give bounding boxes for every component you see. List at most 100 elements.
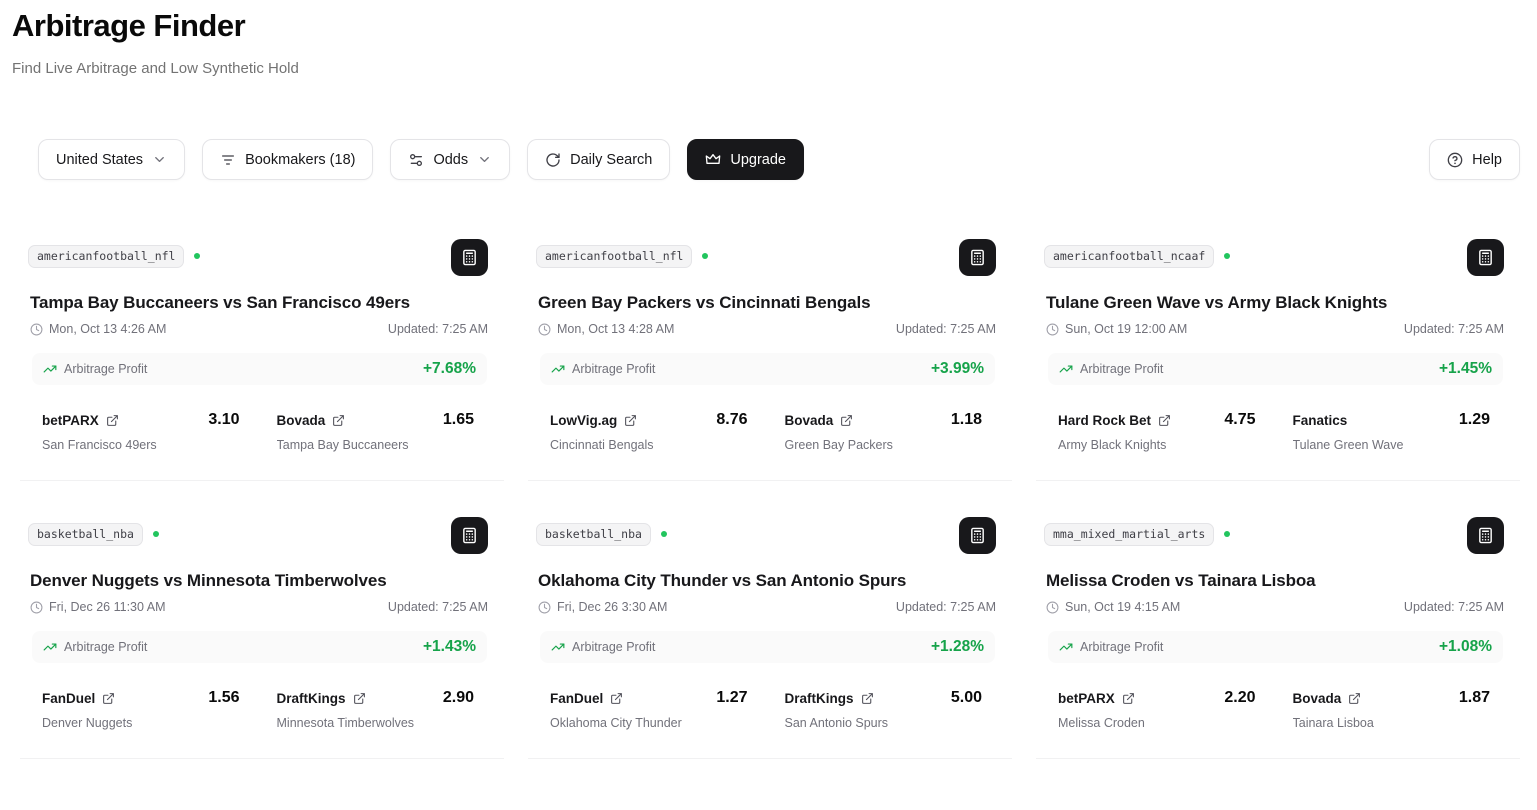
calculator-icon — [1477, 249, 1494, 266]
region-select-label: United States — [56, 151, 144, 168]
bookmaker-link[interactable]: DraftKings — [277, 691, 366, 706]
odds-value: 8.76 — [716, 411, 748, 428]
team-name: Cincinnati Bengals — [550, 438, 654, 452]
match-title: Oklahoma City Thunder vs San Antonio Spu… — [538, 571, 907, 590]
sport-badge-wrap: basketball_nba — [536, 523, 667, 546]
bet-legs: LowVig.ag 8.76 Cincinnati Bengals Bovada… — [550, 411, 982, 452]
live-dot — [660, 531, 667, 538]
bookmaker-link[interactable]: Bovada — [1293, 691, 1362, 706]
trending-up-icon — [43, 640, 57, 654]
bookmaker-link[interactable]: DraftKings — [785, 691, 874, 706]
clock-icon — [538, 323, 551, 336]
match-title: Denver Nuggets vs Minnesota Timberwolves — [30, 571, 387, 590]
team-name: San Antonio Spurs — [784, 716, 889, 730]
bookmaker-link[interactable]: Fanatics — [1293, 413, 1348, 428]
updated-time: Updated: 7:25 AM — [1403, 322, 1504, 336]
updated-time: Updated: 7:25 AM — [387, 322, 488, 336]
live-dot — [1224, 531, 1231, 538]
card-meta: Sun, Oct 19 12:00 AM Updated: 7:25 AM — [1046, 322, 1504, 336]
bet-leg: Bovada 1.87 Tainara Lisboa — [1293, 689, 1491, 730]
odds-value: 3.10 — [208, 411, 240, 428]
external-link-icon — [332, 414, 345, 427]
clock-icon — [538, 601, 551, 614]
odds-value: 1.27 — [716, 689, 748, 706]
bookmaker-link[interactable]: LowVig.ag — [550, 413, 637, 428]
upgrade-button-label: Upgrade — [730, 151, 786, 168]
calculator-button[interactable] — [1467, 239, 1504, 276]
bet-leg: FanDuel 1.27 Oklahoma City Thunder — [550, 689, 748, 730]
chevron-down-icon — [477, 152, 492, 167]
bookmaker-link[interactable]: betPARX — [1058, 691, 1135, 706]
arb-card-tulane-vs-army: americanfootball_ncaaf Tulane Green Wave… — [1036, 239, 1520, 481]
match-title: Tampa Bay Buccaneers vs San Francisco 49… — [30, 293, 410, 312]
event-time: Mon, Oct 13 4:28 AM — [557, 322, 675, 336]
calculator-icon — [1477, 527, 1494, 544]
profit-label: Arbitrage Profit — [572, 640, 656, 654]
region-select[interactable]: United States — [38, 139, 186, 180]
bookmaker-name: Fanatics — [1292, 412, 1348, 428]
bookmaker-name: Bovada — [784, 412, 834, 428]
arb-card-tampa-bay-vs-san-francisco: americanfootball_nfl Tampa Bay Buccaneer… — [20, 239, 504, 481]
match-title: Melissa Croden vs Tainara Lisboa — [1046, 571, 1316, 590]
sliders-icon — [408, 152, 424, 168]
calculator-button[interactable] — [959, 239, 996, 276]
arbitrage-profit-row: Arbitrage Profit +1.45% — [1048, 353, 1503, 385]
bookmaker-link[interactable]: betPARX — [42, 413, 119, 428]
external-link-icon — [1158, 414, 1171, 427]
calculator-button[interactable] — [959, 517, 996, 554]
card-meta: Sun, Oct 19 4:15 AM Updated: 7:25 AM — [1046, 600, 1504, 614]
upgrade-button[interactable]: Upgrade — [687, 139, 804, 180]
live-dot — [194, 253, 201, 260]
bookmaker-name: betPARX — [1058, 690, 1115, 706]
clock-icon — [30, 601, 43, 614]
page-subtitle: Find Live Arbitrage and Low Synthetic Ho… — [12, 60, 299, 77]
bookmaker-link[interactable]: Bovada — [277, 413, 346, 428]
team-name: Tulane Green Wave — [1292, 438, 1404, 452]
bookmaker-name: Hard Rock Bet — [1058, 412, 1152, 428]
calculator-icon — [969, 249, 986, 266]
team-name: Minnesota Timberwolves — [276, 716, 415, 730]
filter-icon — [220, 152, 236, 168]
sport-badge-wrap: basketball_nba — [28, 523, 159, 546]
sport-badge: americanfootball_ncaaf — [1044, 245, 1215, 268]
profit-value: +3.99% — [930, 360, 984, 377]
bookmakers-button[interactable]: Bookmakers (18) — [202, 139, 374, 180]
updated-time: Updated: 7:25 AM — [387, 600, 488, 614]
bookmaker-link[interactable]: FanDuel — [42, 691, 115, 706]
trending-up-icon — [1059, 640, 1073, 654]
external-link-icon — [353, 692, 366, 705]
profit-label: Arbitrage Profit — [1080, 362, 1164, 376]
odds-select-label: Odds — [433, 151, 469, 168]
odds-value: 1.18 — [950, 411, 982, 428]
odds-value: 1.65 — [442, 411, 474, 428]
refresh-icon — [545, 152, 561, 168]
help-button[interactable]: Help — [1429, 139, 1520, 180]
toolbar: United States Bookmakers (18) Odds Daily… — [38, 139, 1520, 180]
bookmaker-name: DraftKings — [784, 690, 854, 706]
external-link-icon — [610, 692, 623, 705]
odds-select[interactable]: Odds — [390, 139, 511, 180]
daily-search-button[interactable]: Daily Search — [527, 139, 671, 180]
trending-up-icon — [551, 640, 565, 654]
arbitrage-profit-row: Arbitrage Profit +1.08% — [1048, 631, 1503, 663]
bet-leg: DraftKings 2.90 Minnesota Timberwolves — [277, 689, 475, 730]
bet-legs: FanDuel 1.27 Oklahoma City Thunder Draft… — [550, 689, 982, 730]
calculator-button[interactable] — [451, 517, 488, 554]
clock-icon — [1046, 601, 1059, 614]
arb-card-okc-vs-san-antonio: basketball_nba Oklahoma City Thunder vs … — [528, 517, 1012, 759]
team-name: Green Bay Packers — [784, 438, 893, 452]
bookmaker-link[interactable]: Bovada — [785, 413, 854, 428]
bookmaker-name: DraftKings — [276, 690, 346, 706]
bookmaker-link[interactable]: Hard Rock Bet — [1058, 413, 1171, 428]
arbitrage-profit-row: Arbitrage Profit +1.43% — [32, 631, 487, 663]
sport-badge-wrap: americanfootball_nfl — [536, 245, 709, 268]
calculator-button[interactable] — [1467, 517, 1504, 554]
event-time: Fri, Dec 26 3:30 AM — [557, 600, 668, 614]
team-name: Melissa Croden — [1058, 716, 1145, 730]
profit-label: Arbitrage Profit — [572, 362, 656, 376]
calculator-button[interactable] — [451, 239, 488, 276]
sport-badge: basketball_nba — [28, 523, 143, 546]
arbitrage-profit-row: Arbitrage Profit +3.99% — [540, 353, 995, 385]
bookmaker-link[interactable]: FanDuel — [550, 691, 623, 706]
profit-label: Arbitrage Profit — [64, 362, 148, 376]
